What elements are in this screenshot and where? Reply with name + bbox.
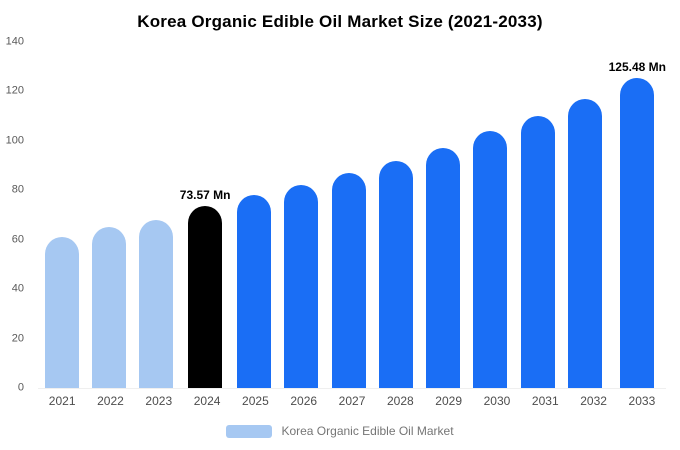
x-tick-label: 2027 (338, 394, 366, 408)
bar-chart: 0 20 40 60 80 100 120 140 73.57 Mn 125.48 Mn (6, 36, 666, 393)
x-tick-label: 2024 (193, 394, 221, 408)
bar-column (467, 42, 514, 388)
bar[interactable] (567, 98, 602, 388)
bar-column (325, 42, 372, 388)
y-tick-label: 140 (5, 35, 24, 48)
bar-column (420, 42, 467, 388)
legend-swatch[interactable] (226, 424, 273, 438)
bar[interactable] (91, 227, 126, 388)
bar-column: 125.48 Mn (609, 42, 666, 388)
x-tick-label: 2026 (290, 394, 318, 408)
bar-column (133, 42, 180, 388)
bar-column (561, 42, 608, 388)
bar[interactable] (331, 173, 366, 388)
x-tick-label: 2030 (483, 394, 511, 408)
bar[interactable] (620, 77, 655, 388)
x-tick-label: 2028 (386, 394, 414, 408)
bar-value-label: 73.57 Mn (179, 188, 231, 203)
y-tick-label: 60 (11, 233, 24, 246)
y-tick-label: 20 (11, 332, 24, 345)
x-tick-label: 2023 (145, 394, 173, 408)
x-tick-label: 2021 (48, 394, 76, 408)
x-tick-label: 2031 (531, 394, 559, 408)
bar-column (514, 42, 561, 388)
bar[interactable] (44, 237, 79, 388)
bar[interactable] (188, 206, 223, 388)
x-tick-label: 2022 (97, 394, 124, 408)
bar-column (231, 42, 278, 388)
x-axis: 2021 2022 2023 2024 2025 2026 2027 2028 2029 2030… (38, 394, 666, 408)
bar[interactable] (378, 160, 413, 388)
y-axis: 0 20 40 60 80 100 120 140 (0, 36, 32, 393)
bar[interactable] (520, 116, 555, 388)
bar[interactable] (426, 148, 461, 388)
legend-label: Korea Organic Edible Oil Market (281, 424, 454, 438)
y-tick-label: 80 (11, 183, 24, 196)
bar[interactable] (237, 195, 272, 388)
y-tick-label: 40 (11, 282, 24, 295)
bar-column (372, 42, 419, 388)
bar-column: 73.57 Mn (180, 42, 231, 388)
x-tick-label: 2029 (435, 394, 462, 408)
y-tick-label: 120 (5, 84, 24, 97)
x-tick-label: 2033 (628, 394, 656, 408)
y-tick-label: 100 (5, 134, 24, 147)
chart-title: Korea Organic Edible Oil Market Size (20… (137, 12, 543, 31)
bar[interactable] (473, 130, 508, 388)
y-tick-label: 0 (17, 381, 24, 394)
bar-column (278, 42, 325, 388)
bar-column (38, 42, 85, 388)
x-tick-label: 2025 (242, 394, 269, 408)
bar[interactable] (284, 185, 319, 388)
bar[interactable] (139, 219, 174, 388)
legend[interactable]: Korea Organic Edible Oil Market (0, 424, 680, 438)
plot-area: 73.57 Mn 125.48 Mn (38, 42, 666, 389)
bar-value-label: 125.48 Mn (608, 59, 666, 74)
bar-column (85, 42, 132, 388)
x-tick-label: 2032 (580, 394, 607, 408)
